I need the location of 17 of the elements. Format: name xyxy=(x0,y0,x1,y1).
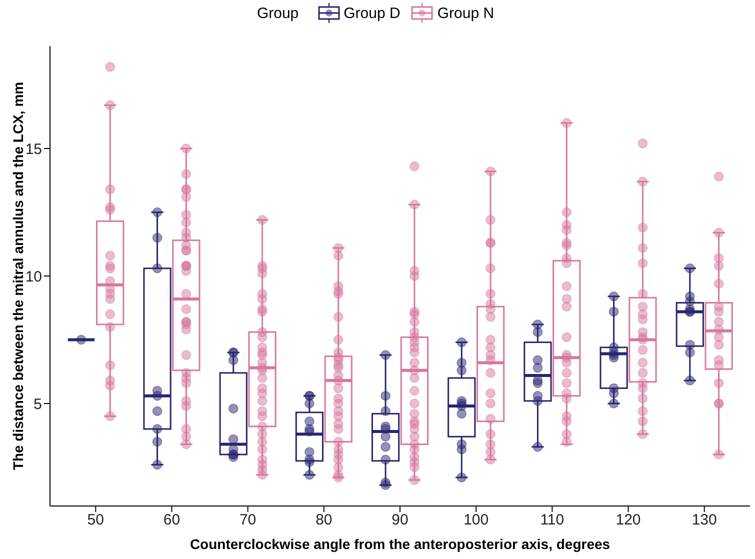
legend-label: Group N xyxy=(437,4,494,22)
legend-label: Group D xyxy=(344,4,400,22)
x-tick-label: 60 xyxy=(163,512,180,529)
y-tick-label: 10 xyxy=(25,268,42,286)
x-axis-title: Counterclockwise angle from the anteroposterior axis, degrees xyxy=(190,536,610,552)
x-tick-label: 90 xyxy=(392,512,408,529)
x-tick-label: 80 xyxy=(316,512,332,529)
x-tick-label: 50 xyxy=(87,512,104,529)
x-tick-label: 120 xyxy=(616,512,641,529)
y-tick-label: 5 xyxy=(34,396,42,413)
x-tick-label: 100 xyxy=(464,512,489,529)
x-tick-label: 130 xyxy=(692,512,717,529)
y-tick-label: 15 xyxy=(25,140,42,158)
y-axis-title: The distance between the mitral annulus and the LCX, mm xyxy=(10,82,26,470)
x-tick-label: 110 xyxy=(540,512,564,529)
x-tick-label: 70 xyxy=(239,512,256,529)
legend-title: Group xyxy=(256,4,299,22)
